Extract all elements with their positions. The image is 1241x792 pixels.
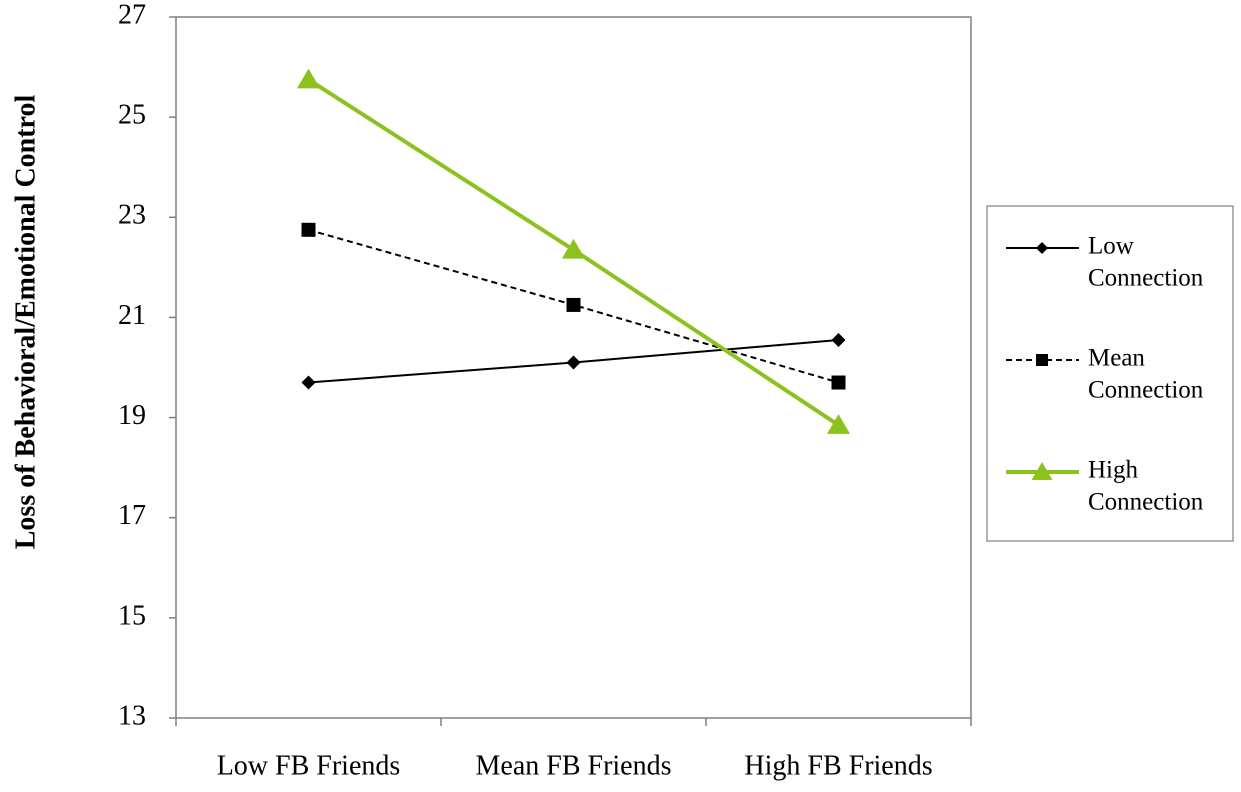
triangle-marker xyxy=(561,238,586,259)
diamond-marker xyxy=(301,375,316,390)
legend: Low Connection Mean Connection High Connectio… xyxy=(986,205,1234,542)
legend-label: Low xyxy=(1088,233,1134,260)
plot-border xyxy=(175,16,972,719)
y-axis-label: Loss of Behavioral/Emotional Control xyxy=(10,95,41,550)
legend-label: High xyxy=(1088,457,1139,484)
square-marker xyxy=(566,297,581,312)
series-diamond xyxy=(301,332,846,390)
legend-label: Connection xyxy=(1088,377,1204,404)
y-tick-label: 21 xyxy=(118,300,146,331)
x-tick-label: High FB Friends xyxy=(744,750,932,781)
legend-label: Connection xyxy=(1088,265,1204,292)
plot-area xyxy=(175,16,972,719)
series-square xyxy=(301,222,846,390)
y-tick-label: 15 xyxy=(118,600,146,631)
legend-label: Connection xyxy=(1088,489,1204,516)
y-tick-label: 25 xyxy=(118,100,146,131)
y-axis-ticks: 13 15 17 19 21 23 25 27 xyxy=(118,0,176,731)
x-tick-label: Mean FB Friends xyxy=(476,750,672,781)
legend-item: Low Connection xyxy=(1006,233,1204,292)
triangle-marker xyxy=(296,68,321,89)
square-marker xyxy=(831,375,846,390)
y-tick-label: 13 xyxy=(118,700,146,731)
x-tick-label: Low FB Friends xyxy=(217,750,401,781)
y-tick-label: 17 xyxy=(118,500,146,531)
legend-item: High Connection xyxy=(1006,457,1204,516)
legend-item: Mean Connection xyxy=(1006,345,1204,404)
series-layer xyxy=(296,68,851,434)
square-marker xyxy=(1036,354,1048,366)
diamond-marker xyxy=(566,355,581,370)
legend-box xyxy=(986,205,1234,542)
y-tick-label: 23 xyxy=(118,200,146,231)
y-tick-label: 19 xyxy=(118,400,146,431)
triangle-marker xyxy=(826,414,851,434)
diamond-marker xyxy=(1036,242,1048,254)
x-axis-ticks: Low FB Friends Mean FB Friends High FB Fri… xyxy=(175,718,972,781)
diamond-marker xyxy=(831,332,846,347)
square-marker xyxy=(301,222,316,237)
series-triangle xyxy=(296,68,851,434)
y-tick-label: 27 xyxy=(118,0,146,30)
legend-label: Mean xyxy=(1088,345,1145,372)
triangle-marker xyxy=(1031,462,1053,480)
